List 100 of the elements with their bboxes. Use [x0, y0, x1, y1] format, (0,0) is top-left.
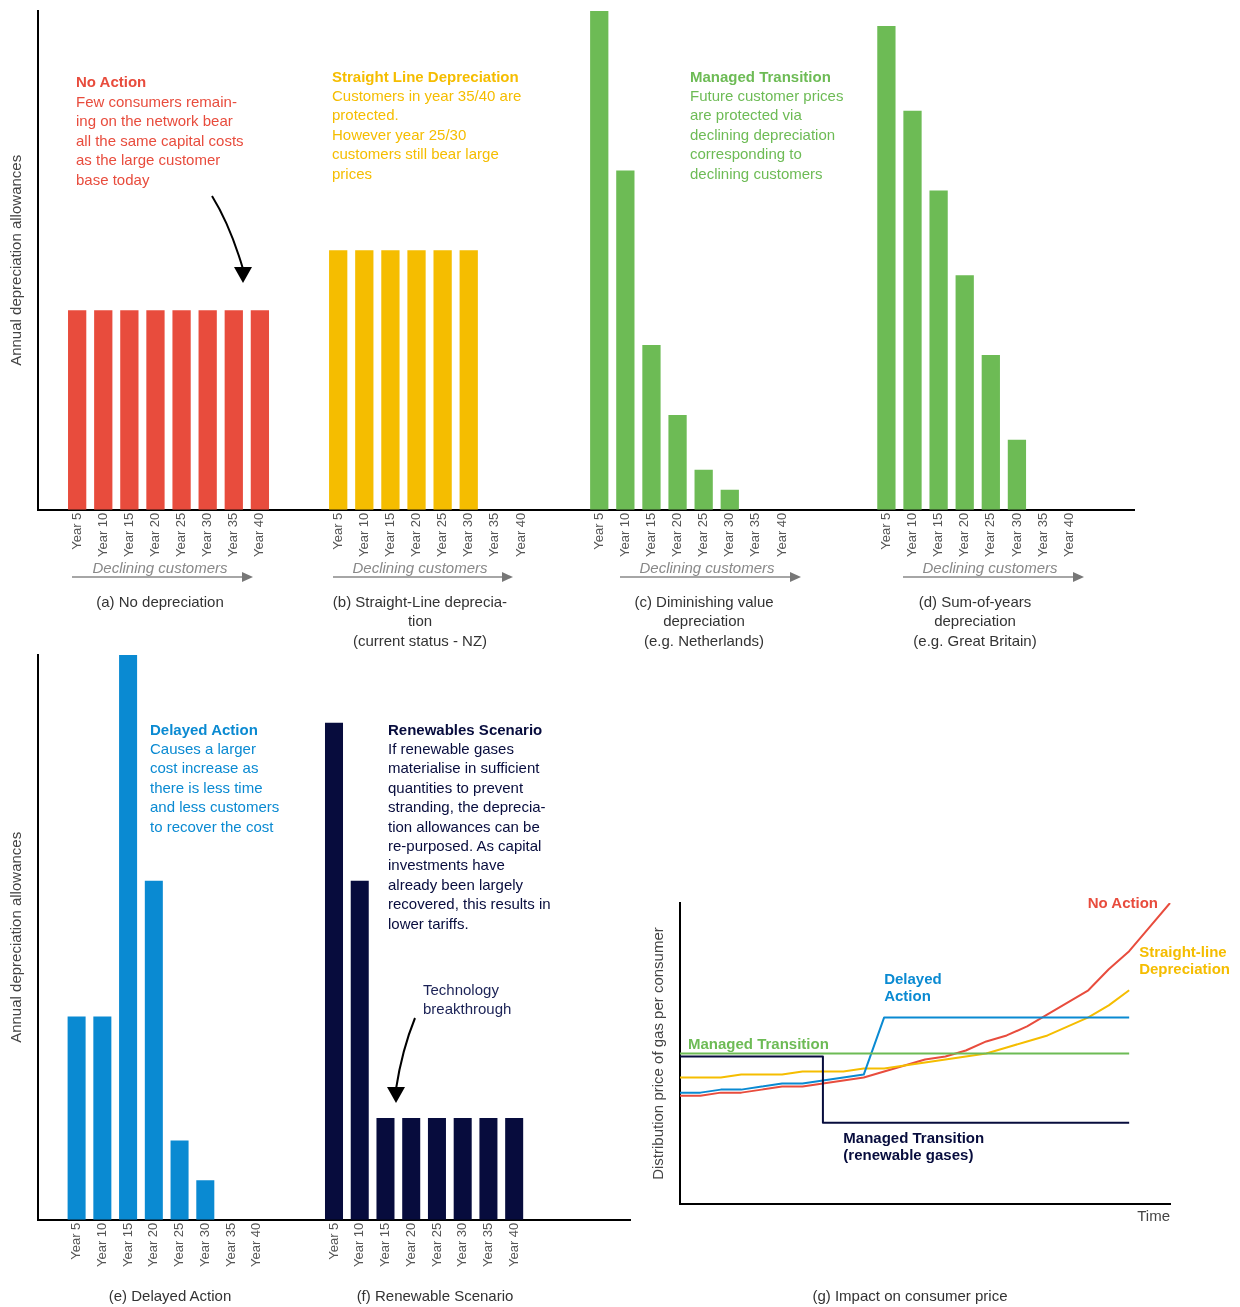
x-tick-label: Year 35 — [222, 1222, 238, 1268]
x-tick-label: Year 35 — [1034, 512, 1050, 558]
bar — [350, 880, 369, 1220]
annotation: Straight Line Depreciation — [332, 67, 519, 87]
bar — [694, 469, 713, 510]
bar — [668, 414, 687, 510]
bar — [119, 655, 138, 1220]
bar — [94, 310, 113, 510]
x-tick-label: Year 15 — [381, 512, 397, 558]
annotation: Managed Transition — [690, 67, 831, 87]
x-tick-label: Year 40 — [505, 1222, 521, 1268]
y-axis-title: Annual depreciation allowances — [7, 831, 25, 1043]
text: (g) Impact on consumer price — [811, 1286, 1009, 1306]
x-tick-label: Year 25 — [695, 512, 711, 558]
bar — [67, 1016, 86, 1220]
series-label: No Action — [1087, 894, 1158, 911]
x-tick-label: Year 10 — [616, 512, 632, 558]
annotation: Technology breakthrough — [423, 980, 512, 1019]
text: (a) No depreciation — [95, 592, 225, 612]
bar — [381, 250, 400, 510]
bar — [1007, 439, 1027, 510]
x-tick-label: Year 20 — [145, 1222, 161, 1268]
x-tick-label: Year 30 — [1008, 512, 1024, 558]
x-tick-label: Year 10 — [904, 512, 920, 558]
bar — [170, 1140, 189, 1220]
bar — [505, 1118, 524, 1220]
annotation: Customers in year 35/40 are protected. However year 25/30 customers still bear large prices — [332, 86, 522, 184]
text: Declining customers — [91, 558, 229, 578]
x-tick-label: Year 20 — [147, 512, 163, 558]
x-tick-label: Year 20 — [956, 512, 972, 558]
x-tick-label: Year 35 — [747, 512, 763, 558]
x-tick-label: Year 25 — [982, 512, 998, 558]
x-tick-label: Year 20 — [402, 1222, 418, 1268]
bar — [877, 25, 896, 510]
x-tick-label: Year 30 — [196, 1222, 212, 1268]
x-tick-label: Year 5 — [590, 512, 606, 550]
x-tick-label: Year 15 — [377, 1222, 393, 1268]
x-tick-label: Year 15 — [930, 512, 946, 558]
y-axis-title: Annual depreciation allowances — [7, 154, 25, 366]
x-tick-label: Year 30 — [454, 1222, 470, 1268]
bar — [93, 1016, 112, 1220]
bar — [929, 190, 948, 510]
text: Declining customers — [351, 558, 489, 578]
bar — [250, 310, 270, 510]
series-label: Managed Transition — [688, 1034, 829, 1052]
bar — [146, 310, 165, 510]
text: (b) Straight-Line deprecia- tion (current status - NZ) — [331, 592, 509, 651]
bar — [955, 275, 974, 510]
x-tick-label: Year 30 — [721, 512, 737, 558]
bar — [68, 310, 87, 510]
bar — [427, 1118, 446, 1220]
x-tick-label: Year 25 — [428, 1222, 444, 1268]
x-tick-label: Year 15 — [643, 512, 659, 558]
annotation: Few consumers remain- ing on the network bear all the same capital costs as the large customer base today — [76, 92, 244, 190]
x-tick-label: Year 40 — [1060, 512, 1076, 558]
bar — [903, 110, 922, 510]
x-axis-title: Time — [1137, 1207, 1170, 1225]
x-tick-label: Year 20 — [408, 512, 424, 558]
text: (d) Sum-of-years depreciation (e.g. Great Britain) — [912, 592, 1038, 651]
annotation: Future customer prices are protected via declining depreciation corresponding to declining customers — [690, 86, 844, 184]
x-tick-label: Year 15 — [120, 512, 136, 558]
text: (f) Renewable Scenario — [355, 1286, 515, 1306]
bar — [198, 310, 217, 510]
x-tick-label: Year 30 — [460, 512, 476, 558]
bar — [479, 1118, 498, 1220]
annotation: No Action — [76, 72, 147, 92]
annotation: Renewables Scenario — [388, 720, 543, 740]
bar — [329, 250, 348, 510]
bar — [590, 11, 609, 510]
bar — [376, 1118, 395, 1220]
bar — [459, 250, 478, 510]
series-label: Managed Transition (renewable gases) — [843, 1128, 985, 1163]
bar — [120, 310, 139, 510]
bar — [196, 1180, 215, 1220]
bar — [453, 1118, 472, 1220]
x-tick-label: Year 10 — [94, 512, 110, 558]
bar — [224, 310, 243, 510]
text: Declining customers — [638, 558, 776, 578]
bar — [407, 250, 426, 510]
x-tick-label: Year 10 — [351, 1222, 367, 1268]
x-tick-label: Year 40 — [512, 512, 528, 558]
annotation: Delayed Action — [150, 720, 258, 740]
x-tick-label: Year 25 — [171, 1222, 187, 1268]
x-tick-label: Year 35 — [225, 512, 241, 558]
x-tick-label: Year 40 — [248, 1222, 264, 1268]
bar — [720, 489, 739, 510]
x-tick-label: Year 20 — [669, 512, 685, 558]
bar — [144, 880, 163, 1220]
x-tick-label: Year 5 — [68, 512, 84, 550]
x-tick-label: Year 30 — [199, 512, 215, 558]
x-tick-label: Year 35 — [486, 512, 502, 558]
text: (c) Diminishing value depreciation (e.g. Netherlands) — [633, 592, 775, 651]
x-tick-label: Year 5 — [68, 1222, 84, 1260]
annotation: Causes a larger cost increase as there is less time and less customers to recover the cost — [150, 739, 280, 837]
bar — [402, 1118, 421, 1220]
bar — [433, 250, 452, 510]
x-tick-label: Year 10 — [93, 1222, 109, 1268]
x-tick-label: Year 40 — [773, 512, 789, 558]
text: Declining customers — [921, 558, 1059, 578]
bar — [172, 310, 191, 510]
